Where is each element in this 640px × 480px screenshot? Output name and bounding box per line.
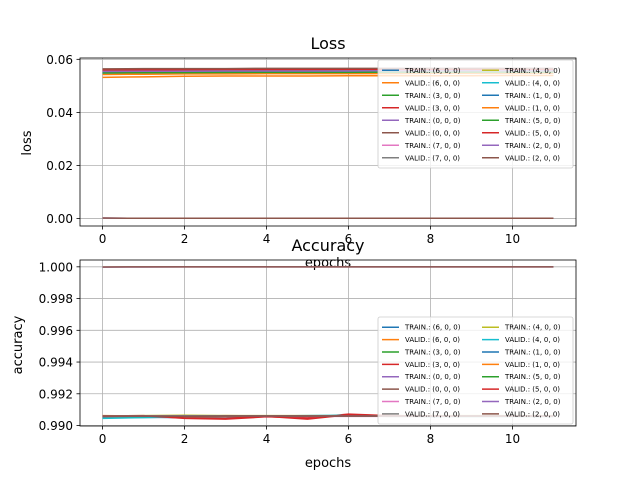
- accuracy-legend-label-7: VALID.: (7, 0, 0): [405, 410, 460, 418]
- loss-ytick-label-1: 0.02: [46, 159, 73, 173]
- accuracy-ytick-label-2: 0.994: [39, 356, 73, 370]
- accuracy-legend-label-13: VALID.: (5, 0, 0): [505, 386, 560, 394]
- accuracy-legend-label-15: VALID.: (2, 0, 0): [505, 410, 560, 418]
- loss-legend-label-6: TRAIN.: (7, 0, 0): [404, 142, 461, 150]
- accuracy-legend-label-10: TRAIN.: (1, 0, 0): [504, 348, 561, 356]
- loss-legend-label-15: VALID.: (2, 0, 0): [505, 154, 560, 162]
- loss-legend-label-2: TRAIN.: (3, 0, 0): [404, 92, 461, 100]
- accuracy-xlabel: epochs: [305, 456, 352, 471]
- loss-xtick-label-2: 4: [263, 232, 271, 246]
- accuracy-ticks: 0 2 4 6 8 10 0.990 0.992 0.994 0.996 0.998 1.000: [39, 260, 520, 446]
- loss-legend-label-12: TRAIN.: (5, 0, 0): [504, 117, 561, 125]
- loss-legend-label-5: VALID.: (0, 0, 0): [405, 129, 460, 137]
- loss-ytick-label-0: 0.00: [46, 212, 73, 226]
- accuracy-xtick-label-3: 6: [345, 432, 353, 446]
- accuracy-legend-label-9: VALID.: (4, 0, 0): [505, 336, 560, 344]
- loss-legend-label-9: VALID.: (4, 0, 0): [505, 79, 560, 87]
- loss-xlabel: epochs: [305, 256, 352, 271]
- accuracy-legend: TRAIN.: (6, 0, 0) VALID.: (6, 0, 0) TRAIN.…: [377, 316, 574, 425]
- loss-ylabel: loss: [20, 130, 35, 155]
- loss-legend-label-3: VALID.: (3, 0, 0): [405, 104, 460, 112]
- accuracy-legend-label-1: VALID.: (6, 0, 0): [405, 336, 460, 344]
- accuracy-xtick-label-4: 8: [427, 432, 435, 446]
- loss-xtick-label-0: 0: [99, 232, 107, 246]
- accuracy-title: Accuracy: [291, 236, 364, 255]
- loss-xtick-label-1: 2: [181, 232, 189, 246]
- accuracy-legend-label-6: TRAIN.: (7, 0, 0): [404, 398, 461, 406]
- loss-legend-label-1: VALID.: (6, 0, 0): [405, 79, 460, 87]
- accuracy-xtick-label-1: 2: [181, 432, 189, 446]
- accuracy-legend-label-8: TRAIN.: (4, 0, 0): [504, 324, 561, 332]
- accuracy-legend-label-11: VALID.: (1, 0, 0): [505, 361, 560, 369]
- accuracy-ytick-label-1: 0.992: [39, 387, 73, 401]
- accuracy-xtick-label-0: 0: [99, 432, 107, 446]
- accuracy-legend-label-14: TRAIN.: (2, 0, 0): [504, 398, 561, 406]
- accuracy-ytick-label-5: 1.000: [39, 260, 73, 274]
- loss-xtick-label-3: 6: [345, 232, 353, 246]
- loss-plot-frame: [79, 57, 577, 227]
- loss-legend-label-4: TRAIN.: (0, 0, 0): [404, 117, 461, 125]
- loss-ticks: 0 2 4 6 8 10 0.00 0.02 0.04 0.06: [46, 53, 520, 246]
- loss-legend-label-13: VALID.: (5, 0, 0): [505, 129, 560, 137]
- loss-legend-label-14: TRAIN.: (2, 0, 0): [504, 142, 561, 150]
- accuracy-legend-label-2: TRAIN.: (3, 0, 0): [404, 348, 461, 356]
- accuracy-plot-frame: [79, 259, 577, 427]
- loss-legend-label-7: VALID.: (7, 0, 0): [405, 154, 460, 162]
- loss-legend-box: [377, 59, 574, 169]
- accuracy-legend-box: [377, 316, 574, 425]
- loss-ytick-label-2: 0.04: [46, 106, 73, 120]
- loss-legend-label-0: TRAIN.: (6, 0, 0): [404, 67, 461, 75]
- accuracy-xtick-label-5: 10: [505, 432, 520, 446]
- accuracy-ylabel: accuracy: [11, 315, 26, 374]
- loss-legend: TRAIN.: (6, 0, 0) VALID.: (6, 0, 0) TRAIN.…: [377, 59, 574, 169]
- accuracy-legend-label-4: TRAIN.: (0, 0, 0): [404, 373, 461, 381]
- accuracy-axes: Accuracy epochs accuracy 0 2 4 6 8 10 0.990 0.9…: [11, 236, 577, 471]
- accuracy-legend-label-5: VALID.: (0, 0, 0): [405, 386, 460, 394]
- accuracy-legend-label-3: VALID.: (3, 0, 0): [405, 361, 460, 369]
- loss-ytick-label-3: 0.06: [46, 53, 73, 67]
- accuracy-ytick-label-4: 0.998: [39, 292, 73, 306]
- accuracy-ytick-label-0: 0.990: [39, 419, 73, 433]
- loss-xtick-label-5: 10: [505, 232, 520, 246]
- loss-xtick-label-4: 8: [427, 232, 435, 246]
- accuracy-xtick-label-2: 4: [263, 432, 271, 446]
- accuracy-legend-label-12: TRAIN.: (5, 0, 0): [504, 373, 561, 381]
- accuracy-ytick-label-3: 0.996: [39, 324, 73, 338]
- loss-legend-label-11: VALID.: (1, 0, 0): [505, 104, 560, 112]
- loss-legend-label-10: TRAIN.: (1, 0, 0): [504, 92, 561, 100]
- accuracy-legend-label-0: TRAIN.: (6, 0, 0): [404, 324, 461, 332]
- loss-title: Loss: [310, 34, 345, 53]
- loss-legend-label-8: TRAIN.: (4, 0, 0): [504, 67, 561, 75]
